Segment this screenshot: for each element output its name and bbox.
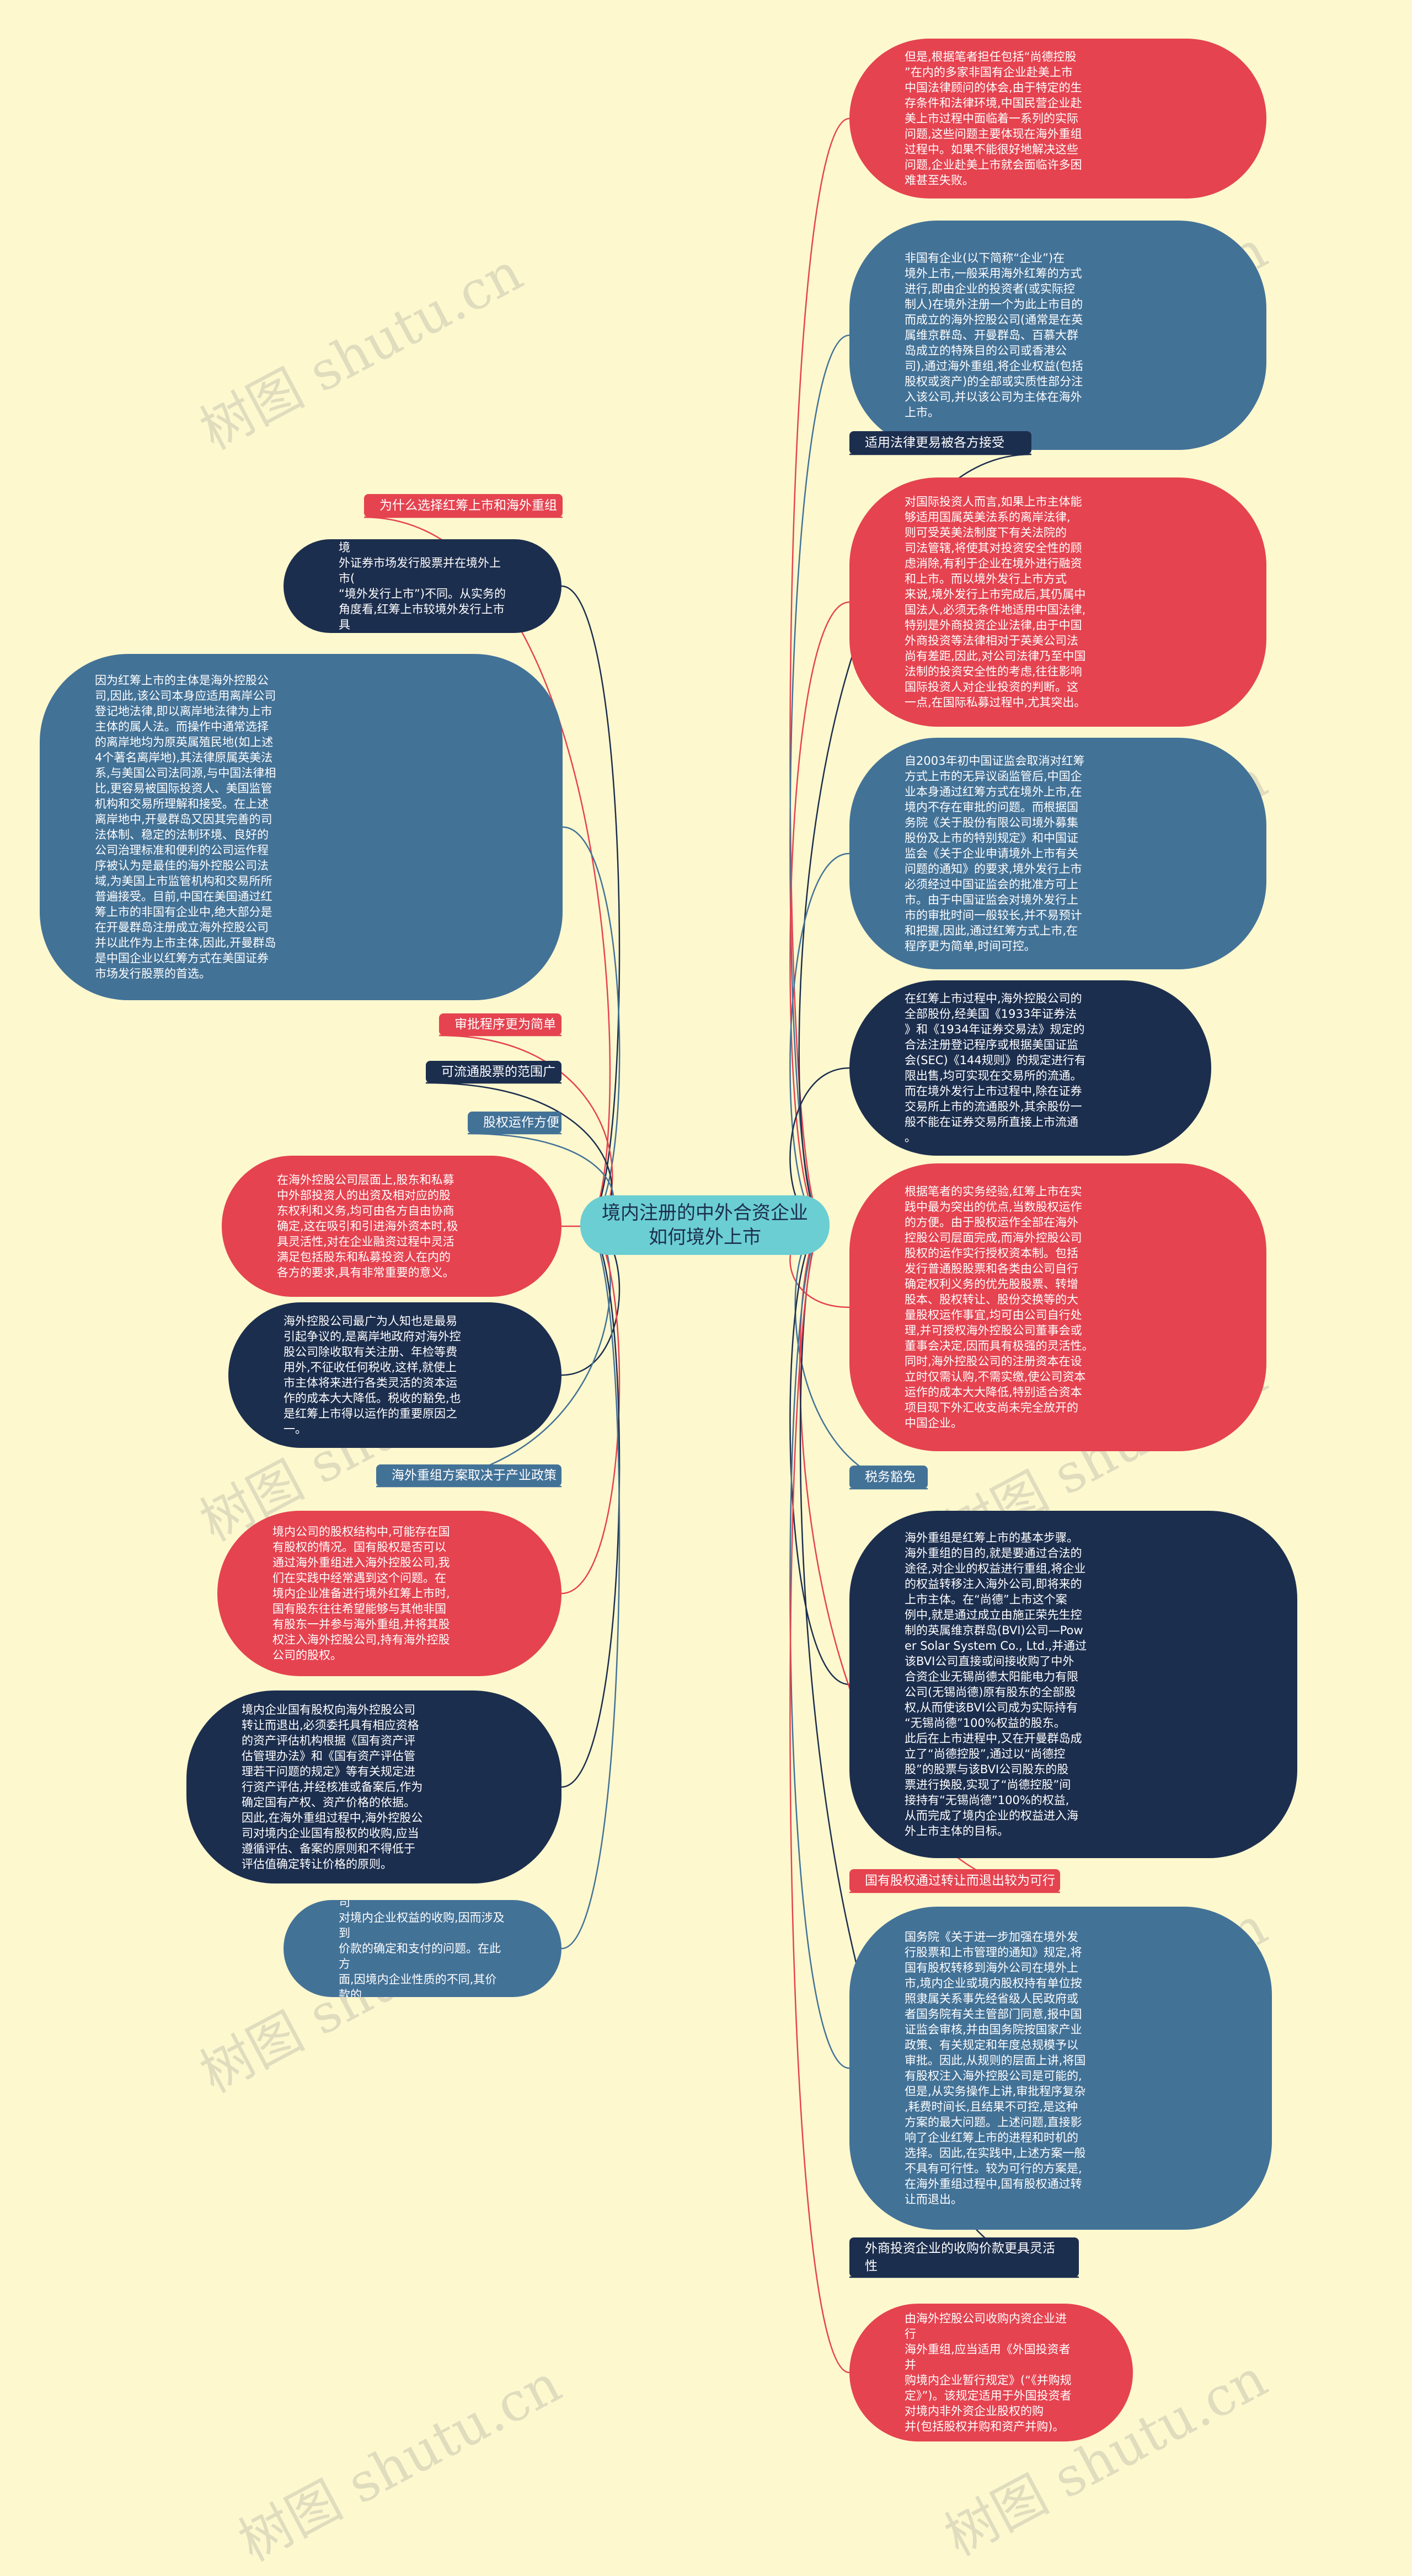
connector-L12: [561, 1224, 621, 1950]
right-topic-5[interactable]: 自2003年初中国证监会取消对红筹 方式上市的无异议函监管后,中国企 业本身通过…: [849, 738, 1266, 969]
topic-text: 自2003年初中国证监会取消对红筹 方式上市的无异议函监管后,中国企 业本身通过…: [905, 754, 1085, 953]
topic-text: 海外重组过程,涉及到海外控股公司 对境内企业权益的收购,因而涉及到 价款的确定和…: [339, 1900, 505, 1997]
right-topic-1[interactable]: 但是,根据笔者担任包括“尚德控股 ”在内的多家非国有企业赴美上市 中国法律顾问的…: [849, 39, 1266, 198]
left-topic-9[interactable]: 海外重组方案取决于产业政策: [376, 1464, 561, 1486]
left-topic-5[interactable]: 可流通股票的范围广: [426, 1061, 561, 1083]
topic-text: 境内企业国有股权向海外控股公司 转让而退出,必须委托具有相应资格 的资产评估机构…: [242, 1703, 423, 1871]
topic-text: 根据笔者的实务经验,红筹上市在实 践中最为突出的优点,当数股权运作 的方便。由于…: [905, 1185, 1094, 1430]
topic-text: 可流通股票的范围广: [441, 1065, 555, 1079]
topic-text: 在红筹上市过程中,海外控股公司的 全部股份,经美国《1933年证券法 》和《19…: [905, 992, 1086, 1144]
topic-text: 境内公司的股权结构中,可能存在国 有股权的情况。国有股权是否可以 通过海外重组进…: [272, 1525, 450, 1662]
left-topic-10[interactable]: 境内公司的股权结构中,可能存在国 有股权的情况。国有股权是否可以 通过海外重组进…: [217, 1511, 561, 1676]
left-topic-4[interactable]: 审批程序更为简单: [439, 1013, 561, 1035]
right-topic-6[interactable]: 在红筹上市过程中,海外控股公司的 全部股份,经美国《1933年证券法 》和《19…: [849, 980, 1211, 1156]
left-topic-3[interactable]: 因为红筹上市的主体是海外控股公 司,因此,该公司本身应适用离岸公司 登记地法律,…: [40, 654, 563, 1000]
right-topic-2[interactable]: 非国有企业(以下简称“企业”)在 境外上市,一般采用海外红筹的方式 进行,即由企…: [849, 221, 1266, 450]
topic-text: 审批程序更为简单: [454, 1017, 556, 1032]
left-topic-2[interactable]: 红筹上市与国内股份有限公司在境 外证券市场发行股票并在境外上市( “境外发行上市…: [284, 539, 561, 633]
topic-text: 税务豁免: [865, 1470, 916, 1484]
topic-text: 但是,根据笔者担任包括“尚德控股 ”在内的多家非国有企业赴美上市 中国法律顾问的…: [905, 50, 1082, 187]
left-topic-7[interactable]: 在海外控股公司层面上,股东和私募 中外部投资人的出资及相对应的股 东权利和义务,…: [222, 1156, 561, 1297]
connector-R4: [789, 601, 850, 1226]
connector-L2: [561, 585, 621, 1226]
right-topic-7[interactable]: 根据笔者的实务经验,红筹上市在实 践中最为突出的优点,当数股权运作 的方便。由于…: [849, 1163, 1266, 1451]
central-topic[interactable]: 境内注册的中外合资企业 如何境外上市: [580, 1195, 830, 1255]
topic-text: 海外重组是红筹上市的基本步骤。 海外重组的目的,就是要通过合法的 途径,对企业的…: [905, 1531, 1087, 1838]
topic-text: 对国际投资人而言,如果上市主体能 够适用国属英美法系的离岸法律, 则可受英美法制…: [905, 495, 1086, 709]
topic-text: 外商投资企业的收购价款更具灵活 性: [865, 2241, 1055, 2273]
topic-text: 国有股权通过转让而退出较为可行: [865, 1874, 1055, 1888]
central-topic-text: 境内注册的中外合资企业 如何境外上市: [602, 1202, 808, 1248]
right-topic-12[interactable]: 外商投资企业的收购价款更具灵活 性: [849, 2237, 1079, 2277]
connector-R10: [799, 1224, 1061, 1893]
connector-L11: [561, 1224, 621, 1788]
right-topic-10[interactable]: 国有股权通过转让而退出较为可行: [849, 1869, 1060, 1892]
left-topic-8[interactable]: 海外控股公司最广为人知也是最易 引起争议的,是离岸地政府对海外控 股公司除收取有…: [228, 1302, 561, 1448]
connector-L3: [562, 826, 621, 1226]
connector-R1: [789, 117, 850, 1226]
right-topic-9[interactable]: 海外重组是红筹上市的基本步骤。 海外重组的目的,就是要通过合法的 途径,对企业的…: [849, 1511, 1297, 1858]
topic-text: 海外重组方案取决于产业政策: [392, 1468, 557, 1483]
left-topic-1[interactable]: 为什么选择红筹上市和海外重组: [364, 494, 563, 517]
left-topic-6[interactable]: 股权运作方便: [468, 1112, 561, 1134]
right-topic-13[interactable]: 由海外控股公司收购内资企业进行 海外重组,应当适用《外国投资者并 购境内企业暂行…: [849, 2304, 1133, 2441]
topic-text: 在海外控股公司层面上,股东和私募 中外部投资人的出资及相对应的股 东权利和义务,…: [277, 1173, 458, 1279]
topic-text: 海外控股公司最广为人知也是最易 引起争议的,是离岸地政府对海外控 股公司除收取有…: [284, 1314, 461, 1436]
topic-text: 国务院《关于进一步加强在境外发 行股票和上市管理的通知》规定,将 国有股权转移到…: [905, 1930, 1086, 2206]
right-topic-8[interactable]: 税务豁免: [849, 1466, 928, 1489]
topic-text: 股权运作方便: [483, 1115, 559, 1130]
topic-text: 由海外控股公司收购内资企业进行 海外重组,应当适用《外国投资者并 购境内企业暂行…: [905, 2312, 1072, 2433]
right-topic-11[interactable]: 国务院《关于进一步加强在境外发 行股票和上市管理的通知》规定,将 国有股权转移到…: [849, 1907, 1272, 2230]
connector-R9: [789, 1224, 850, 1686]
right-topic-4[interactable]: 对国际投资人而言,如果上市主体能 够适用国属英美法系的离岸法律, 则可受英美法制…: [849, 477, 1266, 727]
connector-R13: [789, 1224, 850, 2374]
left-topic-11[interactable]: 境内企业国有股权向海外控股公司 转让而退出,必须委托具有相应资格 的资产评估机构…: [186, 1690, 561, 1883]
right-topic-3[interactable]: 适用法律更易被各方接受: [849, 431, 1031, 454]
topic-text: 因为红筹上市的主体是海外控股公 司,因此,该公司本身应适用离岸公司 登记地法律,…: [95, 674, 276, 980]
topic-text: 适用法律更易被各方接受: [865, 436, 1004, 450]
left-topic-12[interactable]: 海外重组过程,涉及到海外控股公司 对境内企业权益的收购,因而涉及到 价款的确定和…: [284, 1900, 561, 1997]
topic-text: 红筹上市与国内股份有限公司在境 外证券市场发行股票并在境外上市( “境外发行上市…: [339, 541, 506, 631]
topic-text: 为什么选择红筹上市和海外重组: [379, 498, 557, 513]
topic-text: 非国有企业(以下简称“企业”)在 境外上市,一般采用海外红筹的方式 进行,即由企…: [905, 251, 1083, 419]
